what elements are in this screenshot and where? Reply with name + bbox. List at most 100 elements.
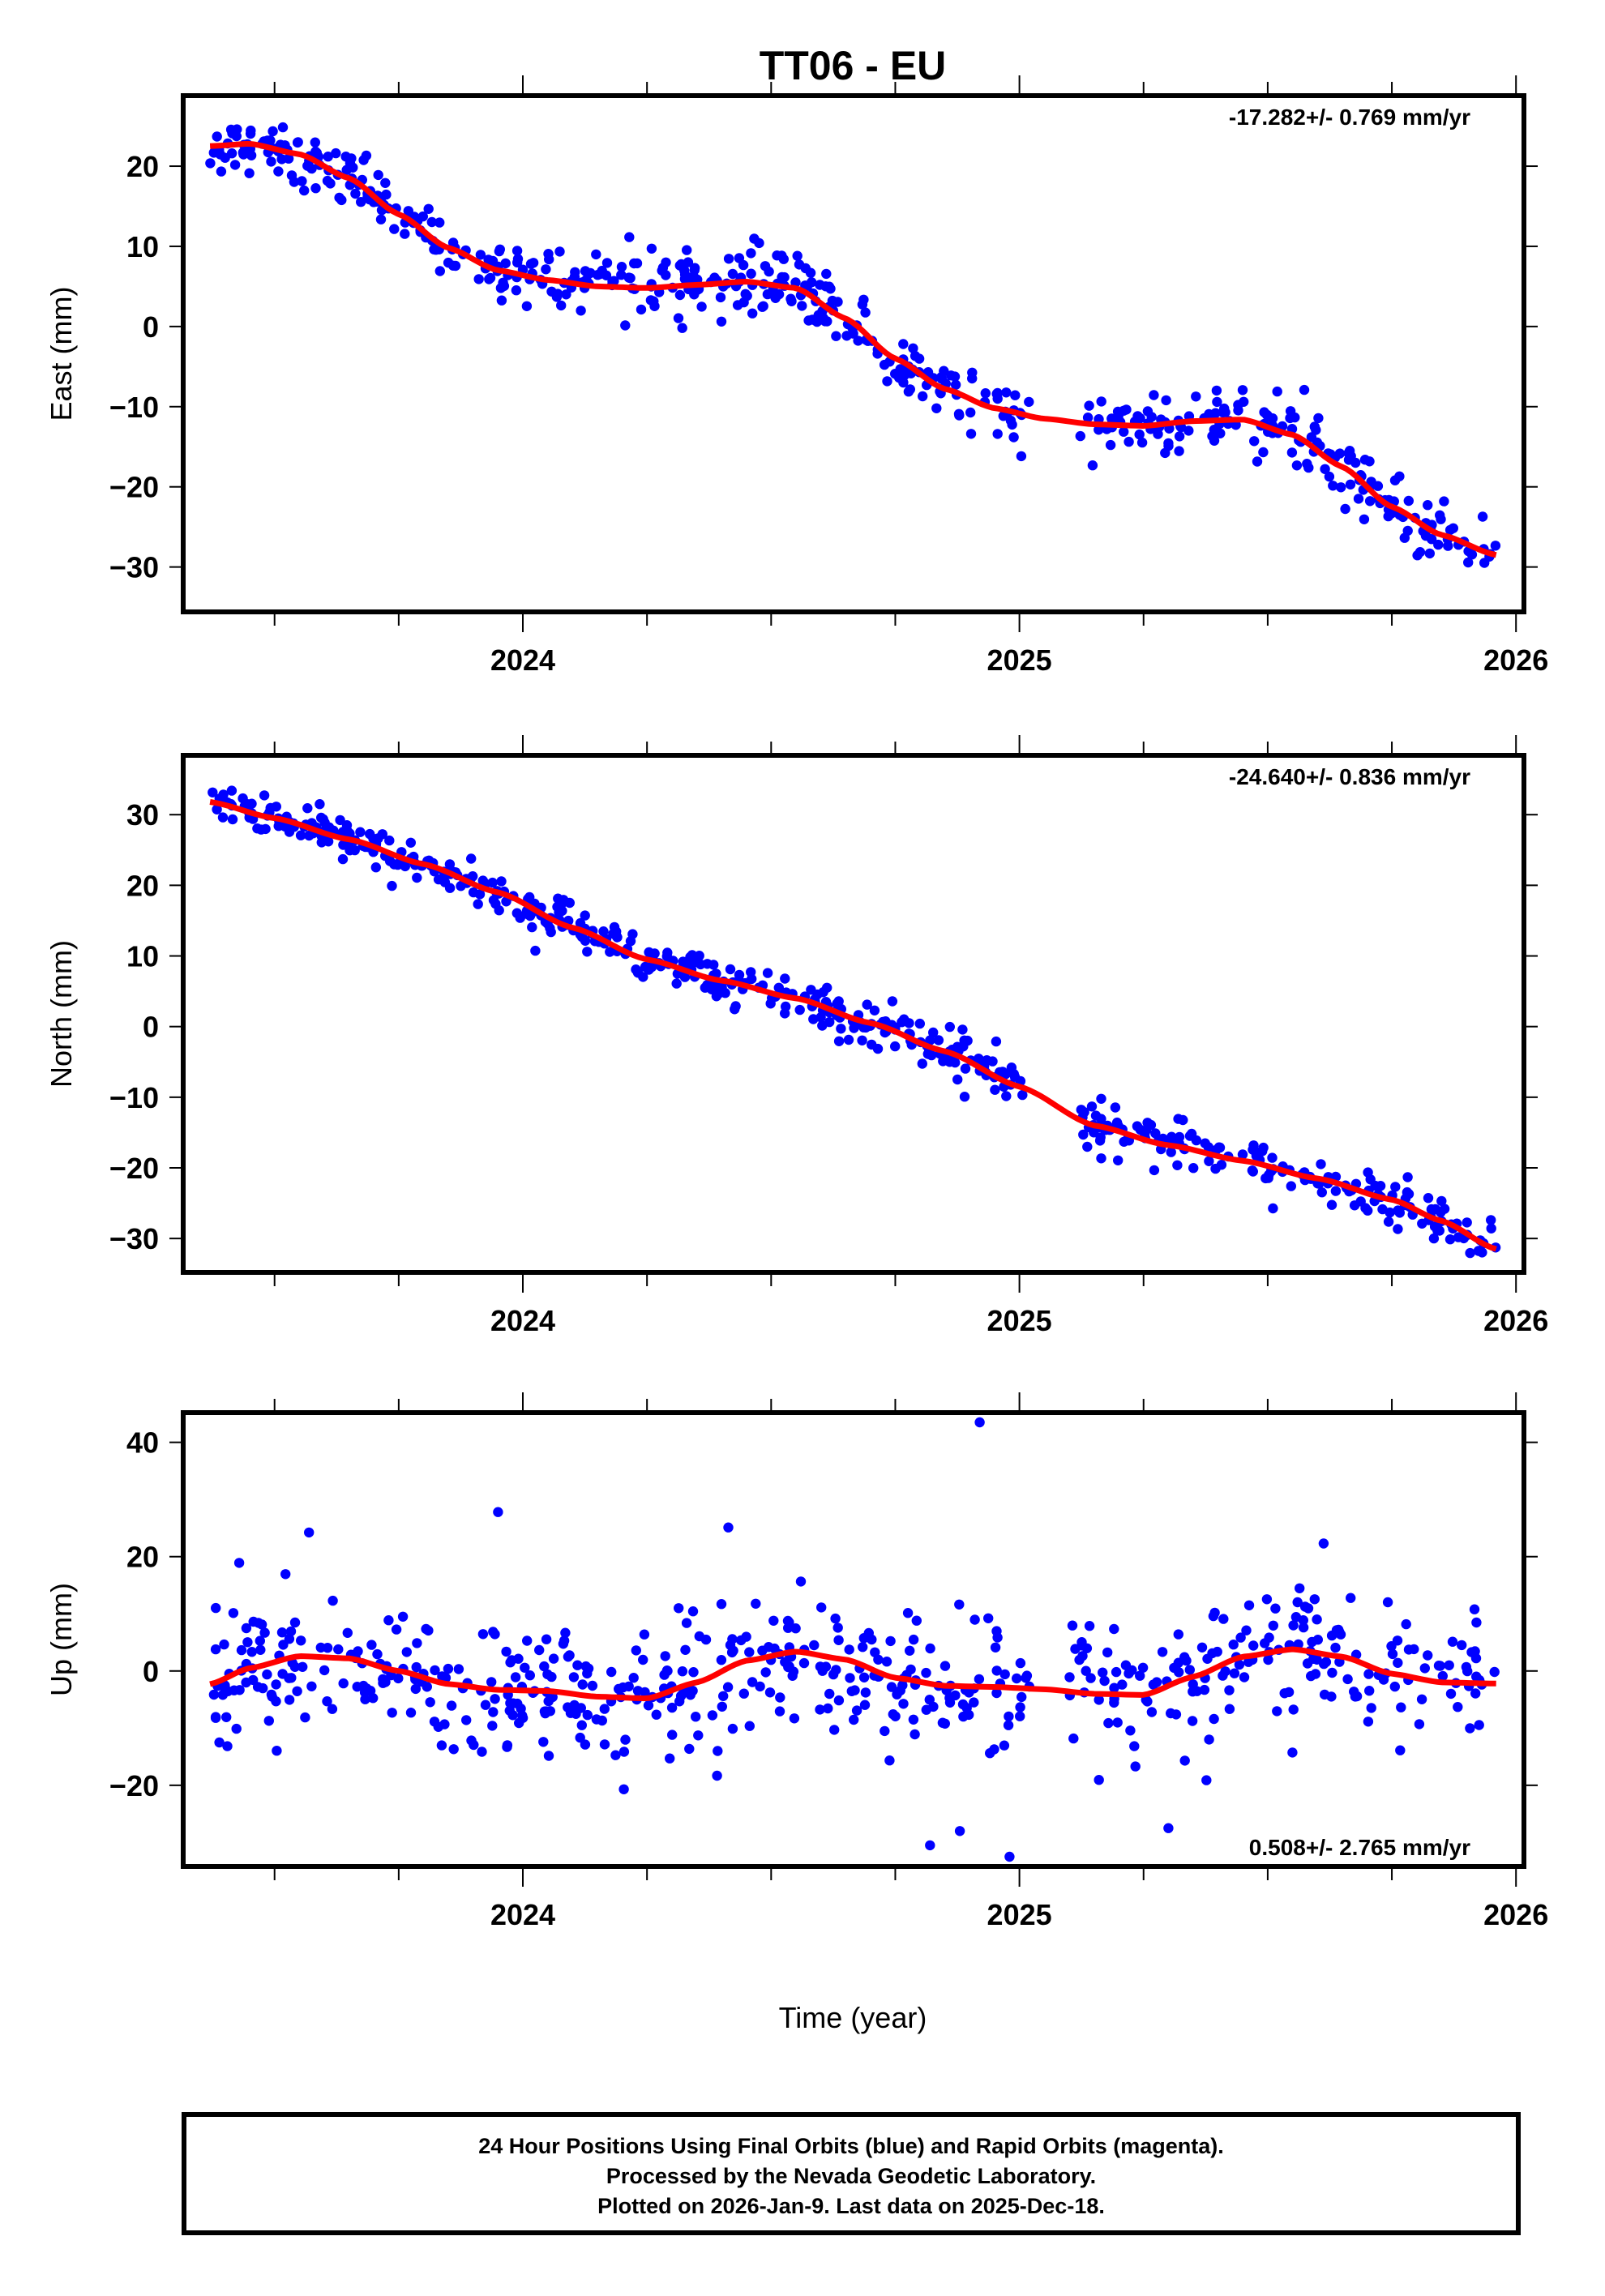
data-point [1267,1152,1278,1163]
data-point [815,1661,826,1672]
data-point [960,1063,971,1074]
data-point [1316,1187,1328,1198]
data-point [510,1672,521,1682]
data-point [914,353,925,364]
data-point [1211,385,1222,396]
x-axis-label: Time (year) [779,2001,927,2034]
data-point [1444,524,1456,536]
data-point [675,1691,687,1701]
data-point [233,1558,245,1568]
data-point [1149,390,1159,400]
data-point [1387,1648,1398,1660]
data-point [1209,1607,1220,1618]
data-point [946,370,957,381]
data-point [561,289,571,300]
data-point [833,1635,844,1646]
fit-curve-east [209,140,1497,558]
data-point [380,177,391,188]
data-point [1094,1775,1104,1785]
data-point [276,1627,288,1638]
data-point [210,1644,221,1655]
data-point [1419,1663,1431,1674]
data-point [867,1039,877,1050]
data-point [1248,1640,1259,1651]
data-point [1119,426,1129,437]
data-point [828,1725,840,1735]
data-point [568,1672,580,1682]
data-point [822,316,832,327]
data-point [1302,1658,1313,1669]
data-point [341,165,352,175]
data-point [965,407,976,418]
x-tick-label: 2026 [1483,1304,1548,1337]
data-point [1382,1597,1393,1608]
data-point [1372,481,1384,491]
data-point [1082,1141,1093,1152]
data-point [1094,1695,1104,1705]
data-point [734,969,745,981]
data-point [461,1715,472,1725]
data-point [755,1681,765,1692]
data-point [534,1644,545,1656]
data-point [1001,1091,1012,1101]
data-point [712,1770,722,1781]
data-point [576,1703,586,1713]
data-point [265,802,276,814]
data-point [345,828,355,839]
data-point [939,366,949,376]
data-point [514,1717,524,1729]
data-point [244,168,255,178]
data-point [289,1617,301,1628]
data-point [1470,1646,1480,1657]
data-point [331,148,341,159]
velocity-annotation: -17.282+/- 0.769 mm/yr [1229,105,1470,130]
data-point [580,910,590,921]
data-point [1142,406,1153,417]
data-point [1095,1132,1106,1143]
data-point [687,1686,698,1696]
data-point [1202,1653,1213,1664]
data-point [1393,1205,1403,1216]
data-point [1443,541,1453,551]
data-point [677,323,687,333]
data-point [1288,1704,1299,1715]
data-point [263,1716,274,1726]
data-point [964,1709,974,1721]
data-point [591,249,601,260]
data-point [1096,1153,1106,1164]
data-point [1261,1594,1273,1605]
data-point [1286,1181,1297,1191]
data-point [808,1014,819,1024]
data-point [833,1036,845,1047]
data-point [969,1697,979,1708]
y-tick-label: 30 [126,798,159,832]
data-point [448,1744,459,1755]
data-point [639,1629,650,1640]
data-point [1204,1734,1214,1745]
data-point [1017,1089,1028,1101]
data-point [1129,1741,1140,1751]
y-tick-label: −30 [109,1222,159,1255]
data-point [832,1623,843,1633]
data-point [667,1729,678,1740]
data-point [998,411,1009,421]
data-point [1295,1583,1305,1594]
data-point [1192,1686,1202,1696]
data-point [628,1673,639,1683]
data-point [541,1634,552,1644]
data-point [400,861,410,872]
data-point [1174,446,1184,456]
data-point [511,285,522,296]
data-point [373,169,383,181]
data-point [884,1755,895,1766]
data-point [1188,1163,1199,1174]
data-point [384,835,395,846]
data-point [1326,1199,1338,1210]
data-point [1173,1629,1184,1640]
data-point [1098,1667,1108,1678]
data-point [713,1746,723,1756]
data-point [1124,1668,1134,1679]
data-point [1312,1614,1322,1625]
data-point [707,1710,718,1721]
data-point [744,1721,755,1731]
